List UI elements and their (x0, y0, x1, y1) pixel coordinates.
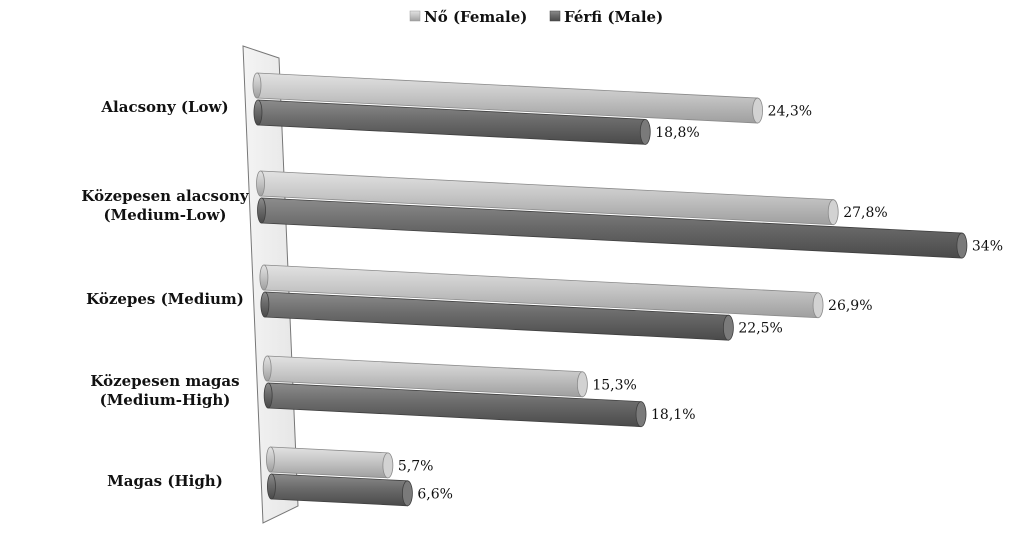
bars (252, 72, 968, 507)
bar-end-cap (956, 232, 968, 259)
bar-end-cap (752, 97, 763, 124)
bar-start-cap (266, 446, 275, 473)
value-labels: 24,3% 18,8% 27,8% 34% 26,9% 22,5% 15,3% 18,1% 5,… (398, 104, 1003, 503)
data-label-female: 24,3% (768, 104, 812, 120)
data-label-male: 6,6% (417, 486, 453, 502)
bar-start-cap (260, 291, 270, 318)
data-label-male: 34% (972, 239, 1003, 255)
legend-swatch-male (549, 10, 561, 22)
legend-swatch-female (409, 10, 421, 22)
category-label: Alacsony (Low) (100, 98, 228, 116)
bar-start-cap (253, 99, 263, 126)
bar-start-cap (257, 197, 266, 224)
bar-start-cap (252, 72, 262, 99)
data-label-male: 18,1% (651, 407, 695, 423)
data-label-female: 27,8% (843, 205, 887, 221)
data-label-female: 5,7% (398, 458, 434, 474)
bar-start-cap (267, 473, 276, 500)
legend: Nő (Female) Férfi (Male) (409, 8, 663, 26)
bar-end-cap (635, 401, 647, 428)
bar-end-cap (827, 199, 839, 226)
legend-label-male: Férfi (Male) (564, 8, 663, 26)
category-labels: Alacsony (Low) Közepesen alacsony (Medium-… (81, 98, 250, 490)
bar-start-cap (263, 382, 273, 409)
category-label: Magas (High) (107, 472, 223, 490)
bar-end-cap (382, 452, 394, 479)
data-label-male: 22,5% (738, 321, 782, 337)
category-label: Közepesen magas (Medium-High) (90, 372, 239, 409)
bar-female (270, 446, 389, 479)
data-label-female: 26,9% (828, 298, 872, 314)
data-label-female: 15,3% (592, 377, 636, 393)
bar-end-cap (401, 480, 413, 507)
bar-end-cap (576, 371, 588, 398)
bar-end-cap (722, 314, 734, 341)
bar-end-cap (812, 292, 824, 319)
legend-label-female: Nő (Female) (424, 8, 527, 26)
bar-start-cap (259, 264, 269, 291)
bar-start-cap (256, 170, 265, 197)
category-label: Közepes (Medium) (86, 290, 244, 308)
data-label-male: 18,8% (655, 125, 699, 141)
category-label: Közepesen alacsony (Medium-Low) (81, 187, 250, 224)
bar-end-cap (639, 118, 651, 145)
bar-start-cap (262, 355, 272, 382)
